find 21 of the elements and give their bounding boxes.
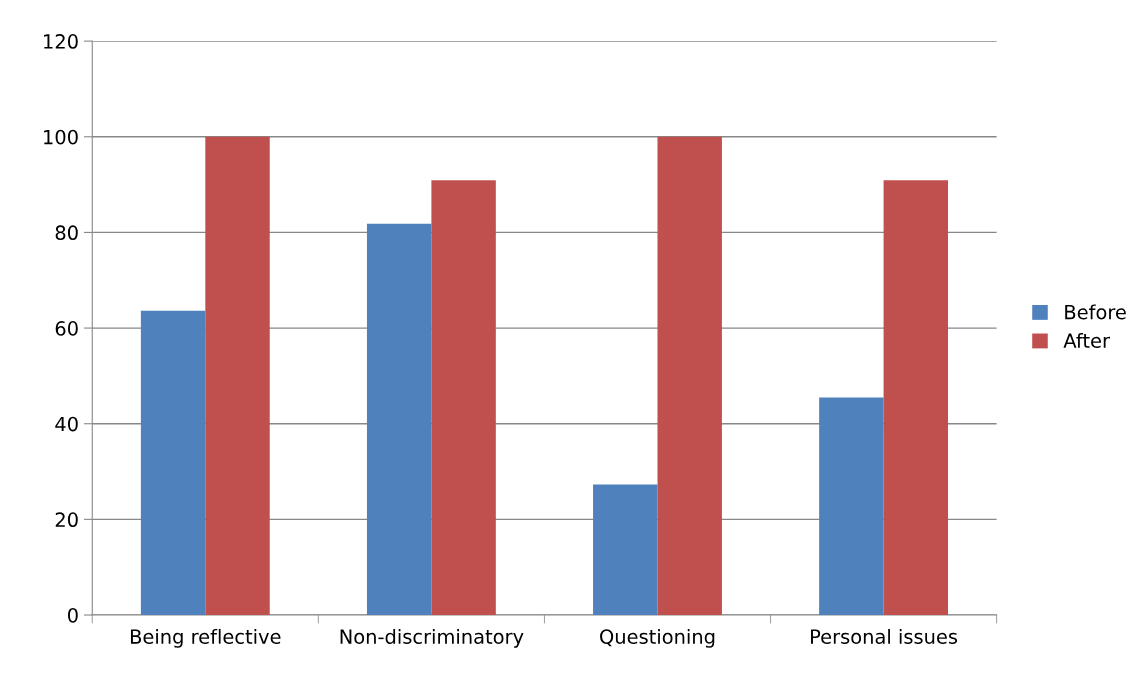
y-tick-label: 100 [44,129,78,145]
bar [657,136,722,616]
x-tick-label: Personal issues [811,628,958,644]
bar [366,223,432,616]
x-tick-label: Non-discriminatory [340,628,524,648]
bar [883,180,949,616]
x-tick-label: Being reflective [130,628,281,648]
y-tick-label: 40 [55,416,78,432]
bar [593,484,658,616]
legend-label: After [1063,332,1111,348]
bar [205,136,270,616]
x-tick-label: Questioning [600,628,715,648]
bar [140,310,206,616]
bar [819,397,884,616]
y-tick-label: 20 [55,512,78,528]
bar [431,180,496,616]
y-tick-label: 80 [55,225,78,241]
y-tick-label: 0 [67,607,78,623]
y-tick-label: 60 [55,321,78,336]
legend-label: Before [1065,304,1126,320]
y-tick-label: 120 [44,34,78,49]
